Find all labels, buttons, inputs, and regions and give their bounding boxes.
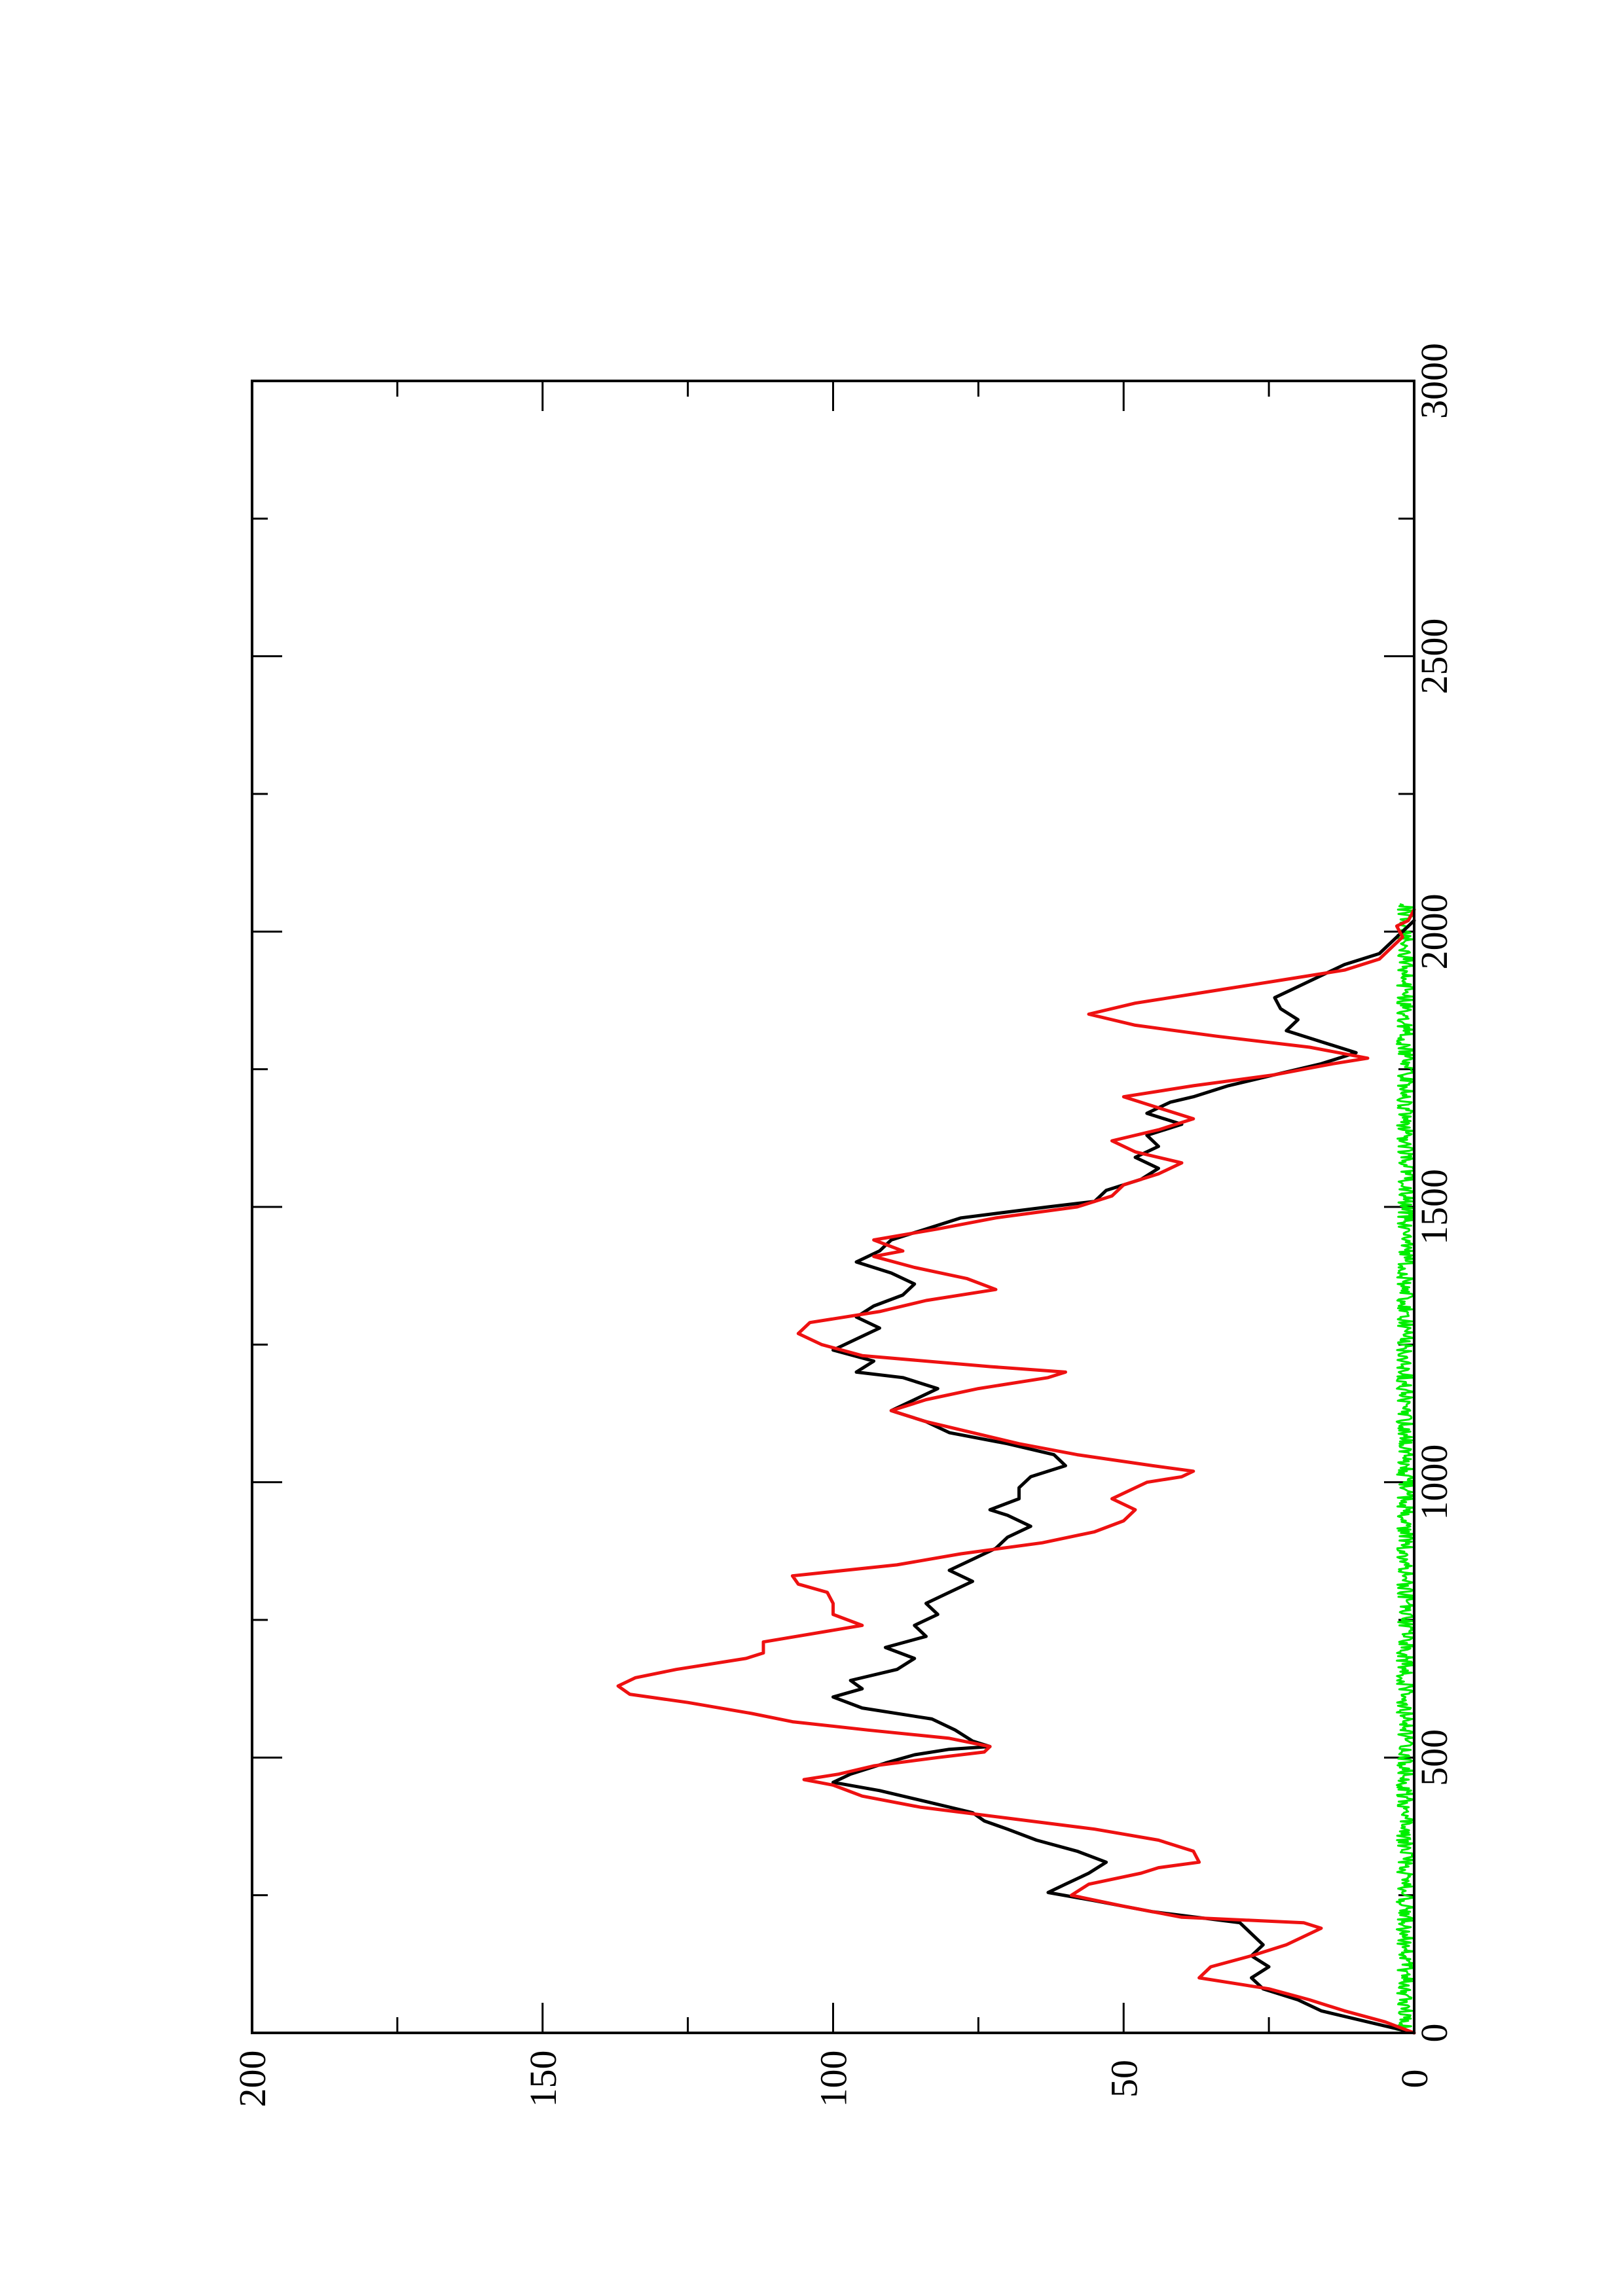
chart-series-layer <box>616 903 1416 2035</box>
series-line-black <box>831 919 1416 2035</box>
chart-axes: 0 500 1000 1500 2000 2500 3000 0 50 100 150 200 <box>231 343 1455 2108</box>
x-tick-label: 500 <box>1413 1729 1455 1786</box>
x-tick-label: 3000 <box>1413 343 1455 419</box>
x-tick-label: 2000 <box>1413 893 1455 969</box>
x-tick-label: 1500 <box>1413 1169 1455 1245</box>
y-tick-label: 100 <box>812 2051 855 2108</box>
y-tick-label: 150 <box>522 2051 564 2108</box>
series-line-red <box>616 908 1416 2035</box>
y-tick-label: 200 <box>231 2051 274 2108</box>
series-line-green <box>1395 903 1415 2034</box>
y-tick-label: 0 <box>1393 2070 1436 2089</box>
chart-frame-layer <box>251 380 1415 2034</box>
x-tick-label: 2500 <box>1413 619 1455 694</box>
y-tick-label: 50 <box>1103 2060 1145 2098</box>
x-tick-label: 1000 <box>1413 1444 1455 1520</box>
x-tick-label: 0 <box>1413 2024 1455 2043</box>
plot-frame <box>251 380 1415 2034</box>
